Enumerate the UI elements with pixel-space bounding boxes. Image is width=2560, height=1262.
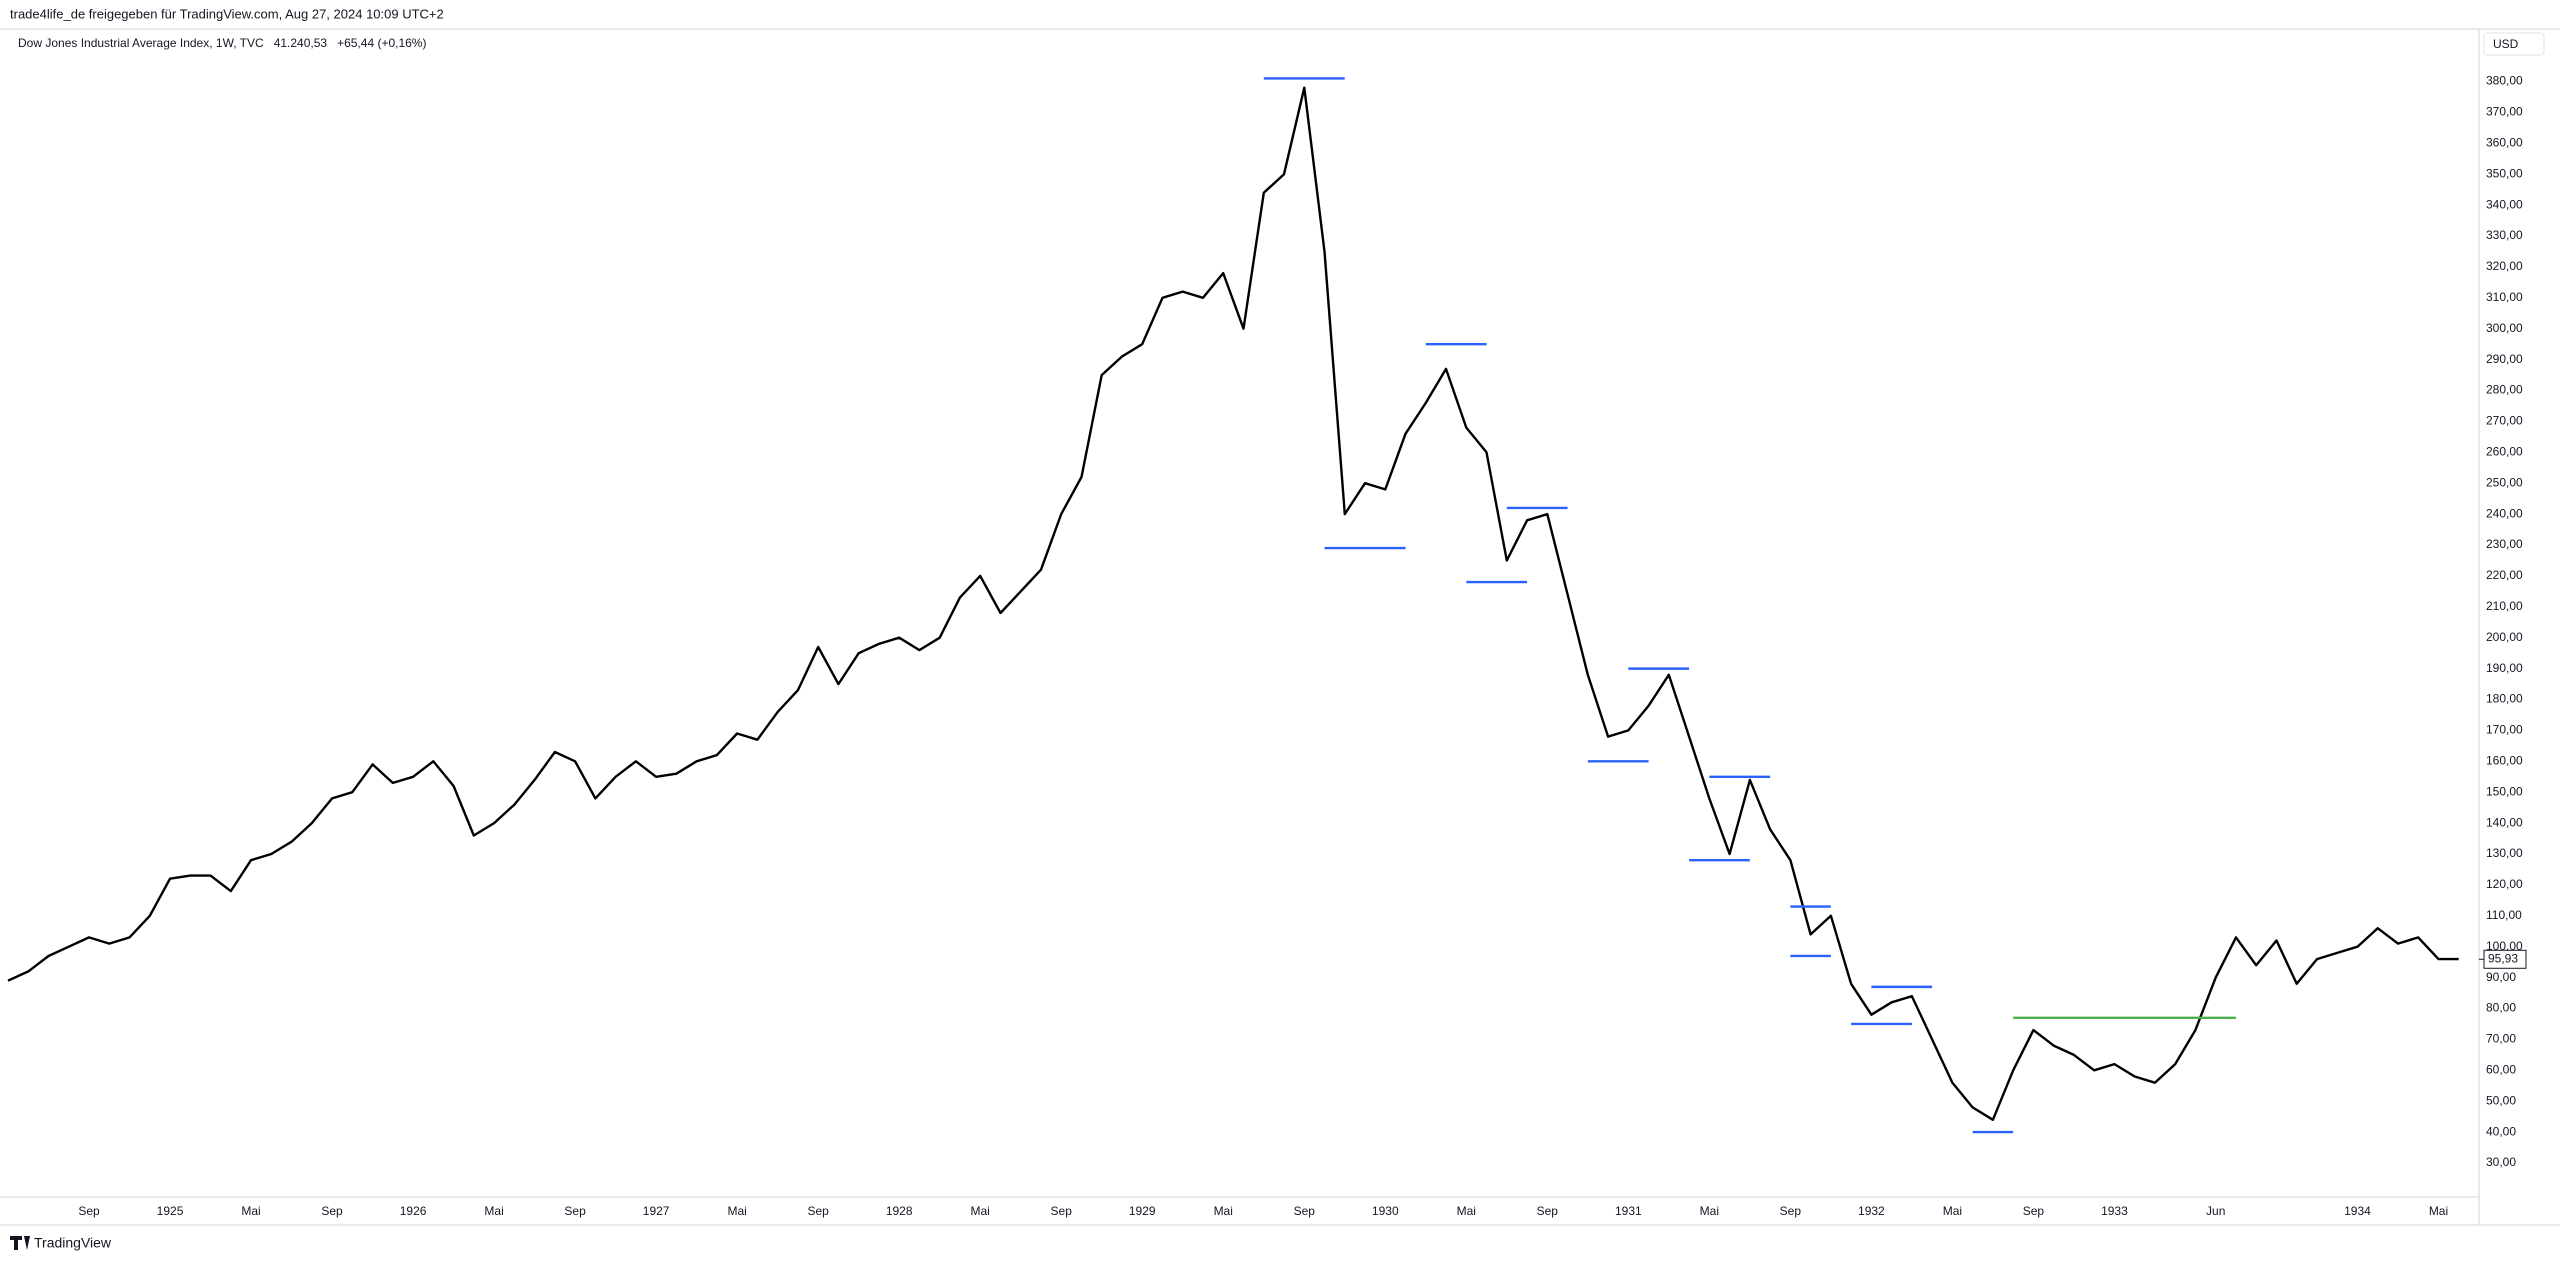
x-tick-label: 1926 [400, 1204, 427, 1218]
x-tick-label: Sep [1294, 1204, 1316, 1218]
y-tick-label: 90,00 [2486, 970, 2516, 984]
y-tick-label: 370,00 [2486, 105, 2523, 119]
y-tick-label: 290,00 [2486, 352, 2523, 366]
x-tick-label: Mai [727, 1204, 746, 1218]
x-tick-label: 1925 [157, 1204, 184, 1218]
x-tick-label: Mai [1943, 1204, 1962, 1218]
last-price-box [2483, 949, 2527, 969]
x-tick-label: Mai [1700, 1204, 1719, 1218]
y-tick-label: 250,00 [2486, 475, 2523, 489]
y-tick-label: 340,00 [2486, 197, 2523, 211]
y-tick-label: 330,00 [2486, 228, 2523, 242]
legend-quote: 41.240,53 [274, 36, 328, 50]
y-tick-label: 220,00 [2486, 568, 2523, 582]
y-tick-label: 300,00 [2486, 321, 2523, 335]
y-tick-label: 320,00 [2486, 259, 2523, 273]
legend: Dow Jones Industrial Average Index, 1W, … [18, 36, 426, 50]
x-tick-label: Mai [1214, 1204, 1233, 1218]
x-tick-label: Sep [78, 1204, 100, 1218]
y-tick-label: 200,00 [2486, 630, 2523, 644]
x-tick-label: Sep [807, 1204, 829, 1218]
y-tick-label: 380,00 [2486, 74, 2523, 88]
y-tick-label: 240,00 [2486, 506, 2523, 520]
x-tick-label: 1930 [1372, 1204, 1399, 1218]
y-tick-label: 210,00 [2486, 599, 2523, 613]
y-tick-label: 150,00 [2486, 784, 2523, 798]
y-tick-label: 230,00 [2486, 537, 2523, 551]
x-tick-label: Mai [484, 1204, 503, 1218]
y-tick-label: 70,00 [2486, 1032, 2516, 1046]
y-tick-label: 270,00 [2486, 414, 2523, 428]
x-tick-label: Sep [2023, 1204, 2045, 1218]
legend-change: +65,44 (+0,16%) [337, 36, 426, 50]
y-tick-label: 360,00 [2486, 135, 2523, 149]
currency-box[interactable] [2483, 32, 2545, 56]
x-tick-label: 1929 [1129, 1204, 1156, 1218]
y-tick-label: 40,00 [2486, 1124, 2516, 1138]
y-tick-label: 350,00 [2486, 166, 2523, 180]
y-tick-label: 170,00 [2486, 723, 2523, 737]
x-tick-label: 1934 [2344, 1204, 2371, 1218]
y-tick-label: 50,00 [2486, 1093, 2516, 1107]
price-line [7, 86, 2459, 1121]
share-header: trade4life_de freigegeben für TradingVie… [10, 6, 444, 21]
x-tick-label: Mai [971, 1204, 990, 1218]
x-tick-label: Sep [564, 1204, 586, 1218]
x-tick-label: 1928 [886, 1204, 913, 1218]
currency: USD [2493, 37, 2519, 51]
x-tick-label: 1932 [1858, 1204, 1885, 1218]
y-tick-label: 260,00 [2486, 444, 2523, 458]
y-tick-label: 180,00 [2486, 692, 2523, 706]
x-tick-label: 1933 [2101, 1204, 2128, 1218]
y-tick-label: 140,00 [2486, 815, 2523, 829]
x-tick-label: 1931 [1615, 1204, 1642, 1218]
x-tick-label: Mai [1457, 1204, 1476, 1218]
x-tick-label: Jun [2206, 1204, 2225, 1218]
y-tick-label: 120,00 [2486, 877, 2523, 891]
y-tick-label: 110,00 [2486, 908, 2522, 922]
y-tick-label: 310,00 [2486, 290, 2523, 304]
x-tick-label: Mai [241, 1204, 260, 1218]
x-tick-label: 1927 [643, 1204, 670, 1218]
y-tick-label: 190,00 [2486, 661, 2523, 675]
y-tick-label: 280,00 [2486, 383, 2523, 397]
x-tick-label: Sep [1537, 1204, 1559, 1218]
y-tick-label: 60,00 [2486, 1062, 2516, 1076]
y-tick-label: 100,00 [2486, 939, 2523, 953]
x-tick-label: Sep [1780, 1204, 1802, 1218]
brand-logo [10, 1236, 30, 1250]
last-price-label: 95,93 [2488, 951, 2518, 965]
legend-series: Dow Jones Industrial Average Index, 1W, … [18, 36, 264, 50]
x-tick-label: Sep [1051, 1204, 1073, 1218]
brand: TradingView [34, 1235, 112, 1251]
y-tick-label: 160,00 [2486, 753, 2523, 767]
plot: 30,00 40,00 50,00 60,00 70,00 80,00 90,00 100,0… [7, 74, 2527, 1218]
x-tick-label: Mai [2429, 1204, 2448, 1218]
y-tick-label: 80,00 [2486, 1001, 2516, 1015]
y-tick-label: 130,00 [2486, 846, 2523, 860]
x-tick-label: Sep [321, 1204, 343, 1218]
y-tick-label: 30,00 [2486, 1155, 2516, 1169]
